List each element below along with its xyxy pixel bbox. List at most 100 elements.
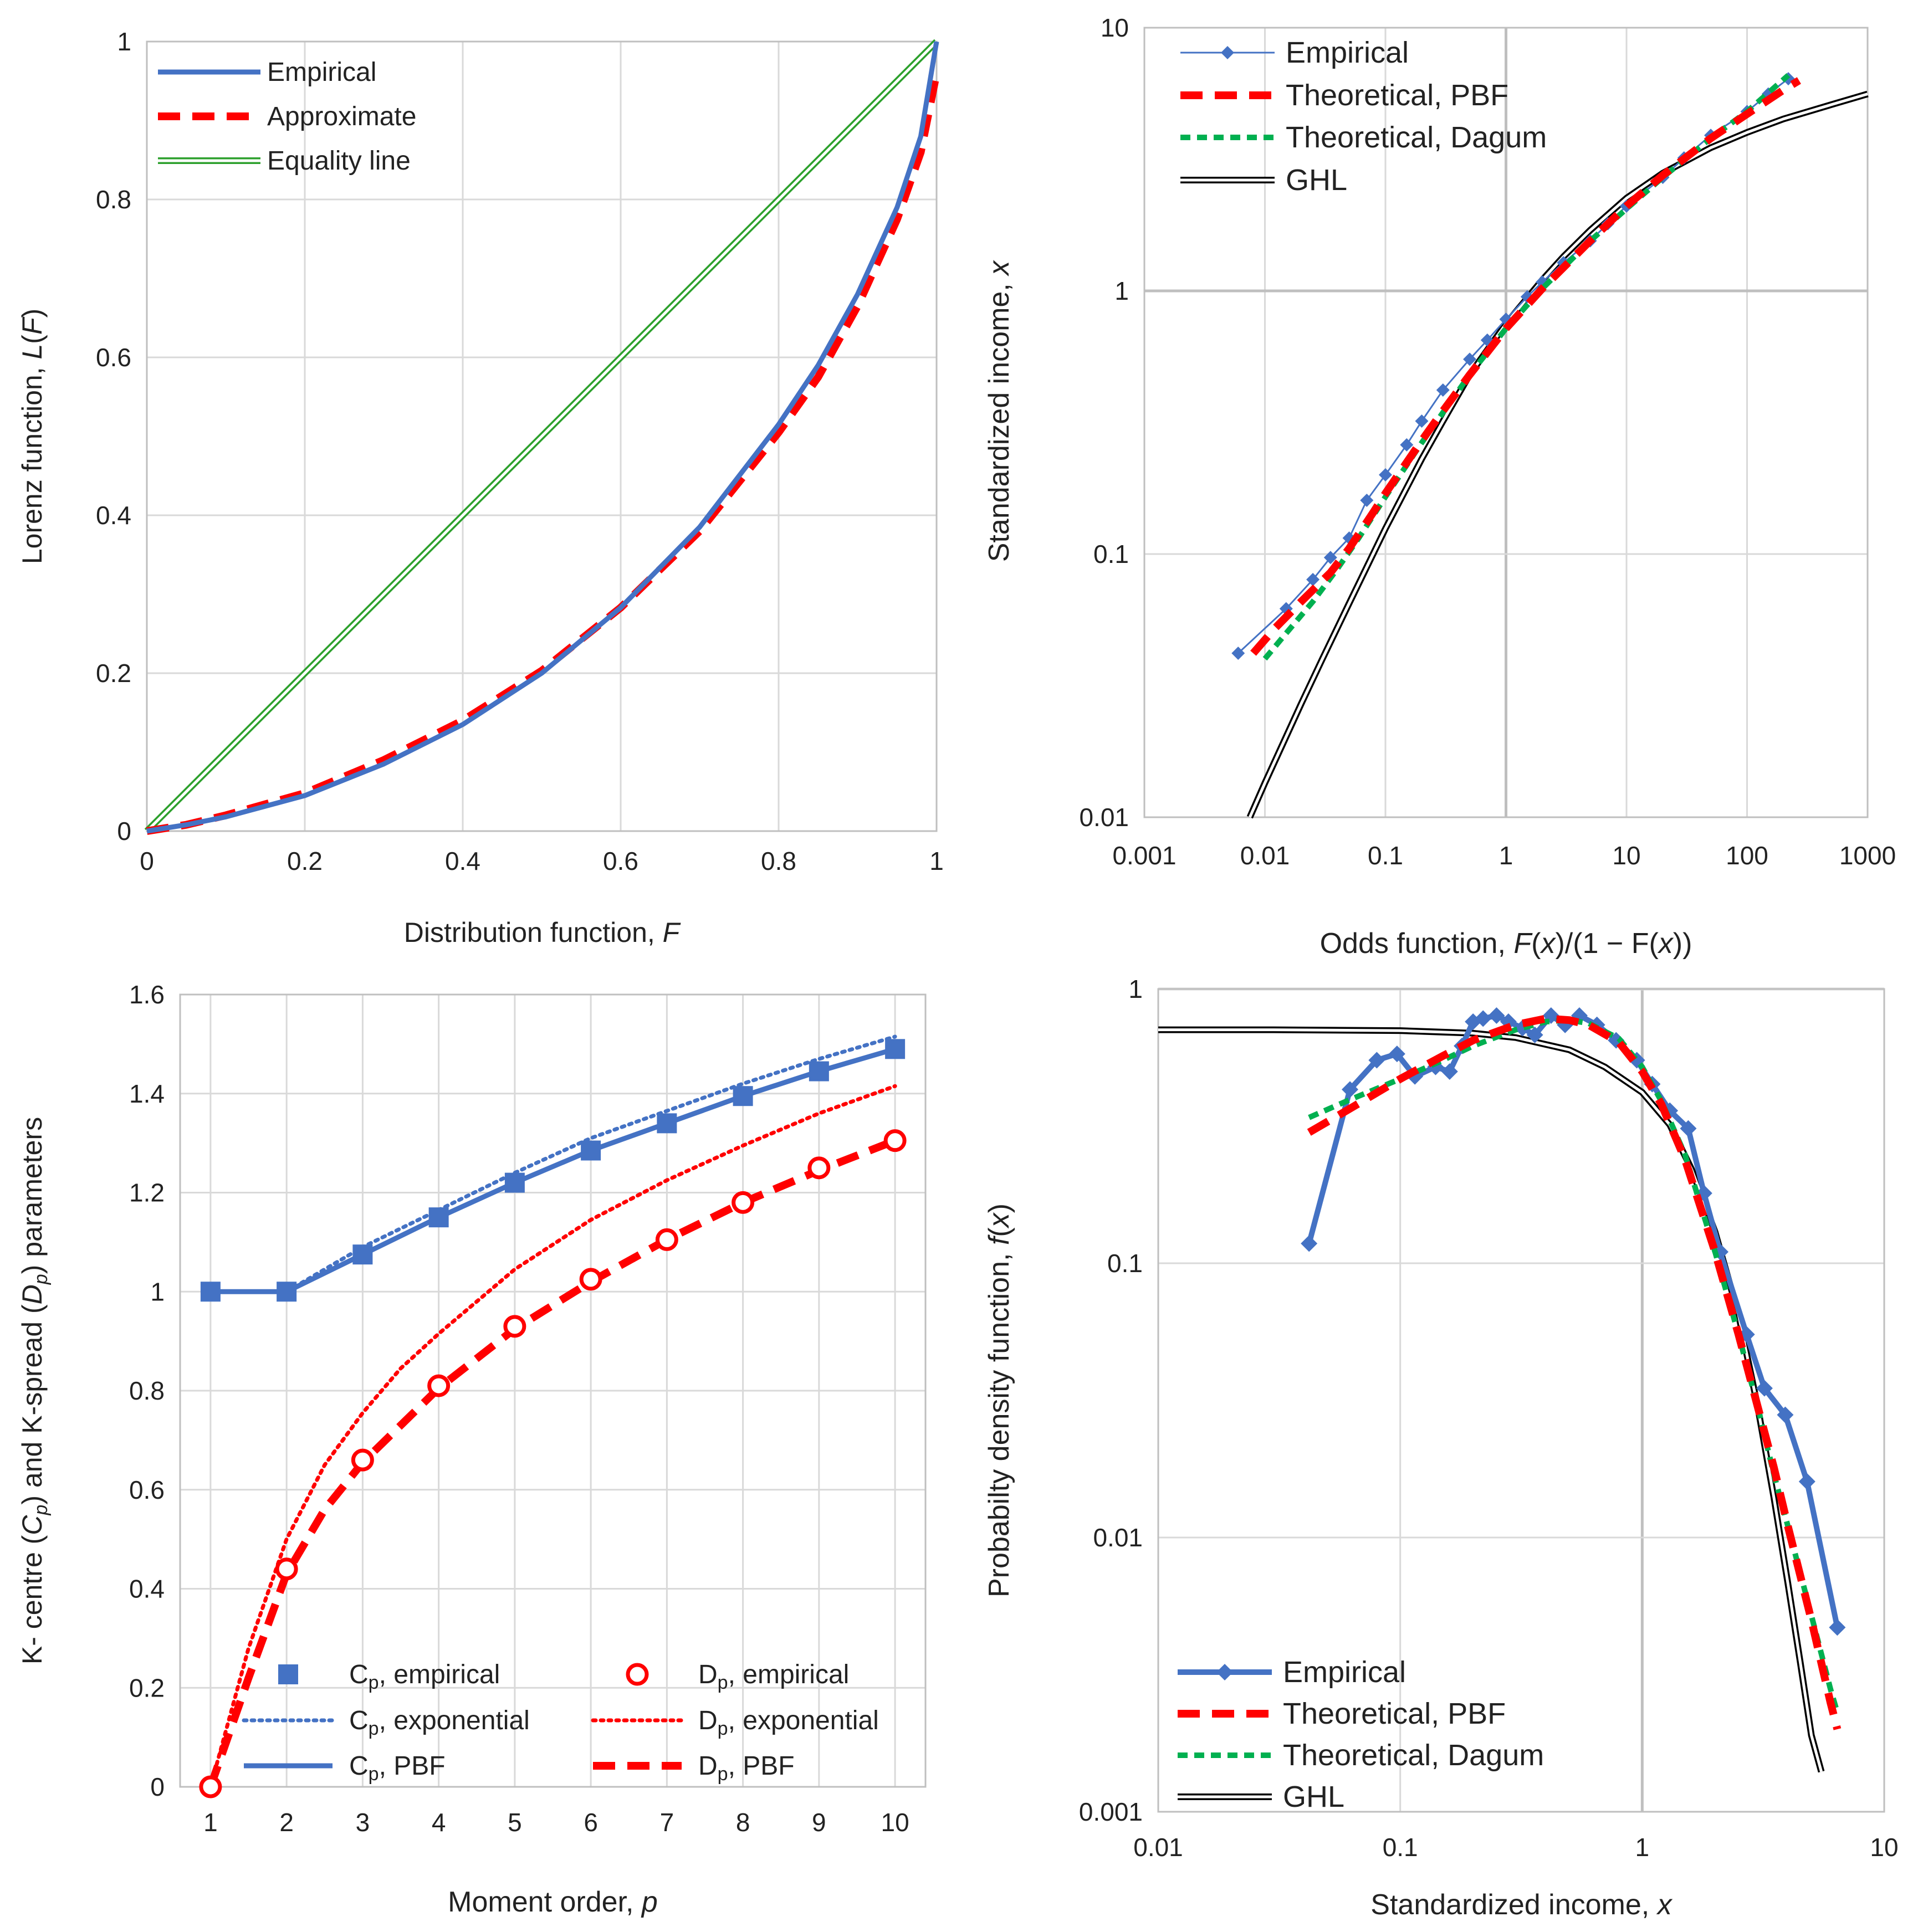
x-tick-label: 9 <box>812 1808 826 1837</box>
label-var: x <box>983 1212 1015 1229</box>
x-tick-label: 0.01 <box>1133 1833 1183 1862</box>
data-point-circle <box>503 1315 526 1338</box>
legend-label-sub: p <box>718 1672 728 1693</box>
data-point-diamond <box>1756 1380 1773 1397</box>
legend-label-base: C <box>349 1706 369 1735</box>
data-point-diamond <box>1526 1026 1543 1043</box>
data-point-diamond <box>1488 1007 1505 1024</box>
y-tick-label: 1 <box>1114 276 1129 305</box>
y-tick-label: 1.4 <box>129 1079 165 1108</box>
y-tick-label: 0.6 <box>129 1475 165 1504</box>
label-var: x <box>1657 927 1674 960</box>
data-point-square <box>581 1140 601 1161</box>
label-var: f <box>983 1234 1015 1245</box>
y-axis-title: K- centre (Cp) and K-spread (Dp) paramet… <box>17 1117 52 1664</box>
x-tick-label: 0.8 <box>761 847 796 875</box>
label-text: Moment order, <box>448 1886 642 1918</box>
label-sub: p <box>30 1274 52 1285</box>
label-var: p <box>641 1886 658 1918</box>
x-tick-label: 7 <box>660 1808 674 1837</box>
label-var: D <box>17 1284 48 1304</box>
data-point-square <box>733 1086 753 1106</box>
x-axis-title: Distribution function, F <box>404 917 681 948</box>
legend-label: Dp, exponential <box>698 1706 879 1739</box>
label-var: x <box>1539 927 1556 960</box>
x-tick-label: 1 <box>203 1808 218 1837</box>
series-line-double-outer <box>1246 90 1869 819</box>
y-tick-label: 1.6 <box>129 980 165 1009</box>
x-tick-label: 5 <box>508 1808 522 1837</box>
series-line-solid <box>210 1046 896 1294</box>
data-point-circle <box>351 1448 374 1472</box>
legend-label: Cp, exponential <box>349 1706 530 1739</box>
legend-label: Empirical <box>1286 36 1409 69</box>
label-text: Probabilty density function, <box>983 1245 1015 1597</box>
data-point-diamond <box>1323 551 1337 565</box>
y-axis-title: Lorenz function, L(F) <box>17 309 48 564</box>
x-tick-label: 0 <box>140 847 154 875</box>
data-point-diamond <box>1436 383 1450 397</box>
data-point-circle <box>275 1557 298 1581</box>
series-line-dash <box>207 1137 897 1788</box>
legend-label-sub: p <box>369 1764 379 1785</box>
label-text: ) parameters <box>17 1117 48 1274</box>
legend-label: GHL <box>1283 1780 1344 1813</box>
x-tick-label: 0.1 <box>1368 841 1403 870</box>
series-line-short-dash <box>1262 73 1791 661</box>
chart-odds: 0.001 0.01 0.1 1 10 100 1000 0.01 0.1 1 10 Empirica… <box>983 13 1896 960</box>
legend-label: Approximate <box>267 102 416 131</box>
data-point-square <box>352 1244 373 1265</box>
series-line-dot <box>208 1084 897 1789</box>
legend-label: Empirical <box>267 58 376 87</box>
legend-label: Empirical <box>1283 1656 1406 1689</box>
x-tick-label: 10 <box>1612 841 1640 870</box>
y-tick-label: 1 <box>117 27 131 56</box>
x-tick-label: 0.2 <box>287 847 323 875</box>
data-point-diamond <box>1829 1619 1846 1636</box>
series-line-dash <box>146 72 940 835</box>
label-var: F <box>17 316 48 335</box>
label-var: L <box>17 344 48 360</box>
data-point-circle <box>427 1374 451 1397</box>
legend-label-rest: , empirical <box>379 1660 500 1689</box>
label-text: ( <box>983 1227 1015 1237</box>
x-tick-label: 1 <box>1635 1833 1650 1862</box>
series-line-dash <box>1250 77 1801 656</box>
label-text: )) <box>1673 927 1692 960</box>
data-point-diamond <box>1463 352 1477 366</box>
label-text: Standardized income, <box>983 275 1015 562</box>
legend-label: Dp, empirical <box>698 1660 849 1693</box>
x-tick-label: 0.4 <box>445 847 480 875</box>
legend-label: GHL <box>1286 163 1347 197</box>
legend-label-sub: p <box>369 1718 379 1739</box>
data-point-circle <box>655 1228 678 1251</box>
y-tick-label: 0.4 <box>129 1575 165 1603</box>
y-tick-label: 0 <box>117 817 131 845</box>
x-tick-label: 10 <box>1870 1833 1898 1862</box>
data-point-diamond <box>1231 646 1245 660</box>
x-tick-label: 8 <box>736 1808 750 1837</box>
legend-label-rest: , PBF <box>728 1751 795 1781</box>
data-point-diamond <box>1342 1081 1359 1098</box>
data-point-diamond <box>1368 1052 1385 1069</box>
legend-label: Equality line <box>267 146 411 176</box>
series-line <box>1306 1012 1840 1628</box>
x-tick-label: 6 <box>584 1808 598 1837</box>
label-text: Lorenz function, <box>17 359 48 564</box>
legend-label: Dp, PBF <box>698 1751 795 1785</box>
plot-frame <box>179 993 927 1788</box>
x-tick-label: 1 <box>929 847 944 875</box>
label-text: Odds function, <box>1320 927 1514 960</box>
y-tick-label: 0.6 <box>96 343 131 372</box>
series-line-double-inner <box>1158 1028 1823 1772</box>
legend-label: Theoretical, Dagum <box>1286 121 1547 154</box>
data-point-diamond <box>1388 1046 1405 1063</box>
legend-label-rest: , exponential <box>379 1706 530 1735</box>
y-tick-label: 0.8 <box>129 1376 165 1405</box>
legend-label-rest: , empirical <box>728 1660 850 1689</box>
label-text: K- centre ( <box>17 1535 48 1664</box>
y-tick-label: 1 <box>150 1277 165 1306</box>
legend-sample-marker <box>626 1663 649 1686</box>
legend-label-base: D <box>698 1706 718 1735</box>
y-tick-label: 0.01 <box>1079 803 1129 832</box>
